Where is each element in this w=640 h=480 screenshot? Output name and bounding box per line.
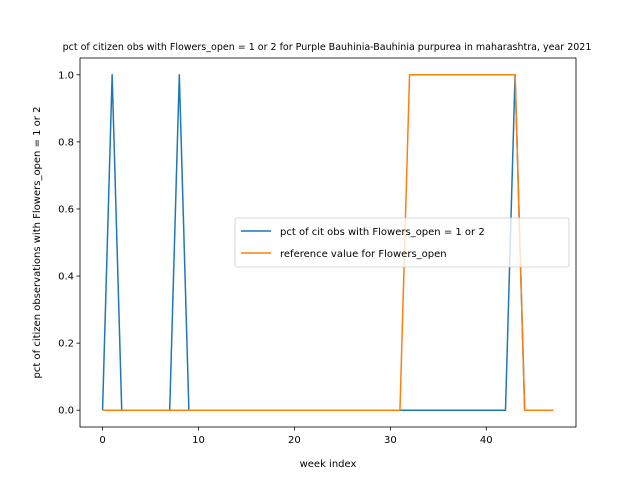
chart-title: pct of citizen obs with Flowers_open = 1…: [63, 42, 592, 53]
series-line-1: [102, 74, 554, 411]
y-tick-label: 0.0: [58, 406, 74, 417]
y-tick-label: 0.6: [58, 204, 74, 215]
y-tick-label: 1.0: [58, 70, 74, 81]
legend-label-reference-value: reference value for Flowers_open: [280, 249, 447, 260]
legend-label-flowers-open-pct: pct of cit obs with Flowers_open = 1 or …: [280, 227, 485, 238]
legend: pct of cit obs with Flowers_open = 1 or …: [234, 217, 570, 268]
x-axis: 0 10 20 30 40: [99, 427, 493, 446]
x-tick-label: 0: [99, 435, 105, 446]
y-tick-label: 0.8: [58, 137, 74, 148]
x-tick-label: 20: [288, 435, 301, 446]
x-axis-label: week index: [300, 459, 357, 470]
x-tick-label: 30: [384, 435, 397, 446]
y-tick-label: 0.2: [58, 339, 74, 350]
legend-box: [234, 217, 570, 268]
y-axis: 0.0 0.2 0.4 0.6 0.8 1.0: [58, 70, 80, 417]
plot-frame: [79, 57, 577, 428]
x-tick-label: 10: [192, 435, 205, 446]
x-tick-label: 40: [480, 435, 493, 446]
y-axis-label: pct of citizen observations with Flowers…: [32, 107, 43, 379]
y-tick-label: 0.4: [58, 272, 74, 283]
